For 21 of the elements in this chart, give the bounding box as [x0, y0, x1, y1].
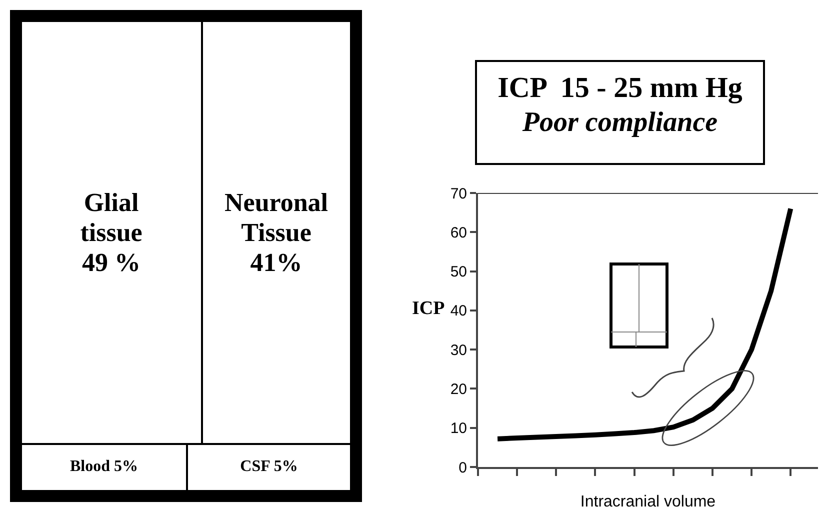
data-label: 5%: [114, 458, 138, 476]
y-tick-label: 40: [450, 302, 467, 320]
category-label: Blood: [70, 458, 110, 476]
category-label: CSF: [240, 458, 270, 476]
y-tick-label: 0: [458, 459, 467, 476]
y-tick-label: 60: [450, 224, 467, 242]
title-frame: ICP 15 - 25 mm Hg Poor compliance: [475, 60, 765, 165]
y-axis-title: ICP: [412, 298, 445, 320]
chart-title: ICP 15 - 25 mm Hg: [496, 72, 744, 105]
y-tick-label: 20: [450, 380, 467, 398]
y-tick-label: 30: [450, 342, 467, 359]
data-label: 5%: [274, 458, 298, 476]
category-label: Neuronal Tissue: [224, 188, 328, 247]
x-axis-title: Intracranial volume: [580, 494, 716, 511]
y-tick-label: 70: [450, 185, 467, 202]
data-label: 41%: [250, 248, 302, 277]
y-tick-label: 50: [450, 264, 467, 281]
chart-subtitle: Poor compliance: [521, 107, 719, 139]
y-tick-label: 10: [450, 420, 467, 438]
data-label: 49 %: [82, 248, 141, 277]
category-label: Glial tissue: [80, 188, 142, 247]
